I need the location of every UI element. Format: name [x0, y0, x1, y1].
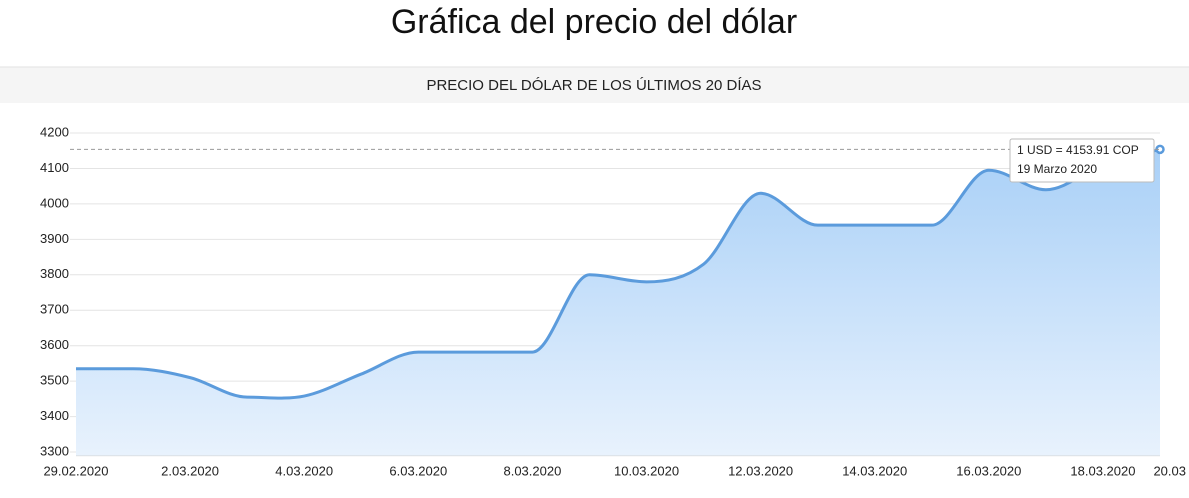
x-tick-label: 8.03.2020	[503, 463, 561, 478]
x-tick-label: 10.03.2020	[614, 463, 679, 478]
y-tick-label: 4000	[40, 195, 69, 210]
chart-title: PRECIO DEL DÓLAR DE LOS ÚLTIMOS 20 DÍAS	[426, 77, 761, 94]
subtitle-band	[0, 67, 1189, 103]
y-tick-label: 4100	[40, 160, 69, 175]
tooltip-box	[1009, 138, 1155, 183]
page-title: Gráfica del precio del dólar	[391, 3, 797, 41]
x-tick-label: 4.03.2020	[275, 463, 333, 478]
y-tick-label: 3600	[40, 337, 69, 352]
y-tick-label: 3400	[40, 408, 69, 423]
y-tick-label: 3800	[40, 266, 69, 281]
y-tick-label: 3300	[40, 443, 69, 458]
line	[75, 147, 1161, 400]
tooltip-line: 19 Marzo 2020	[1017, 162, 1097, 176]
y-tick-label: 4200	[40, 124, 69, 139]
x-tick-label: 18.03.2020	[1070, 463, 1135, 478]
x-tick-label: 14.03.2020	[842, 463, 907, 478]
area-fill	[76, 149, 1160, 456]
x-tick-label: 12.03.2020	[728, 463, 793, 478]
x-tick-label: 29.02.2020	[43, 463, 108, 478]
x-tick-label: 16.03.2020	[956, 463, 1021, 478]
tooltip-line: 1 USD = 4153.91 COP	[1017, 143, 1139, 157]
y-tick-label: 3500	[40, 373, 69, 388]
x-tick-label: 6.03.2020	[389, 463, 447, 478]
x-tick-label: 2.03.2020	[161, 463, 219, 478]
x-tick-label: 20.03	[1153, 463, 1186, 478]
y-tick-label: 3700	[40, 302, 69, 317]
y-tick-label: 3900	[40, 231, 69, 246]
